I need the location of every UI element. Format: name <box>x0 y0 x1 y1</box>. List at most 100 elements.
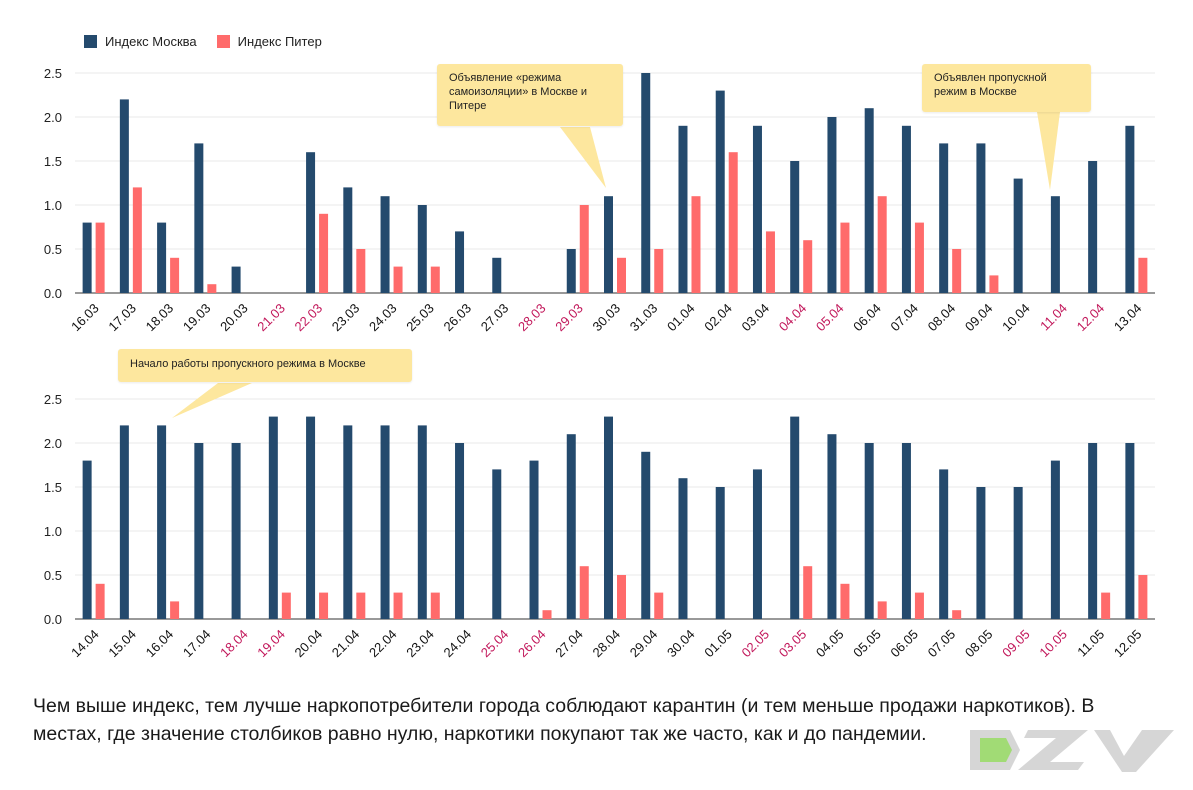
bar-moscow <box>1125 125 1135 293</box>
x-tick-label: 16.03 <box>68 301 102 335</box>
bar-moscow <box>752 125 762 293</box>
legend-item-piter: Индекс Питер <box>216 34 322 49</box>
legend-swatch-moscow <box>84 35 97 48</box>
bar-moscow <box>492 469 502 619</box>
bar-moscow <box>641 451 651 619</box>
bar-piter <box>877 601 887 619</box>
x-tick-label: 27.04 <box>552 627 586 661</box>
bar-moscow <box>380 196 390 293</box>
x-tick-label: 12.04 <box>1074 301 1108 335</box>
bar-moscow <box>119 99 129 294</box>
bar-piter <box>1101 592 1111 619</box>
bar-moscow <box>1088 443 1098 619</box>
x-tick-label: 10.05 <box>1036 627 1070 661</box>
y-tick-label: 2.5 <box>44 66 62 81</box>
bar-moscow <box>939 469 949 619</box>
bar-moscow <box>380 425 390 619</box>
x-tick-label: 01.05 <box>701 627 735 661</box>
bar-piter <box>728 152 738 293</box>
bar-moscow <box>604 416 613 619</box>
chart-caption: Чем выше индекс, тем лучше наркопотребит… <box>33 695 1095 745</box>
legend-swatch-piter <box>216 35 230 48</box>
x-tick-label: 01.04 <box>664 301 698 335</box>
bar-moscow <box>343 187 353 293</box>
bar-moscow <box>1088 161 1098 293</box>
bar-moscow <box>566 249 576 293</box>
x-tick-label: 03.05 <box>776 627 810 661</box>
x-tick-label: 19.03 <box>180 301 214 335</box>
x-tick-label: 03.04 <box>738 301 772 335</box>
x-tick-label: 28.04 <box>590 627 624 661</box>
x-tick-label: 02.04 <box>701 301 735 335</box>
x-tick-label: 26.03 <box>441 301 475 335</box>
x-tick-label: 08.05 <box>962 627 996 661</box>
bar-moscow <box>1013 487 1023 619</box>
x-tick-label: 30.03 <box>590 301 624 335</box>
x-tick-label: 31.03 <box>627 301 661 335</box>
bar-piter <box>803 240 813 293</box>
bar-piter <box>952 249 962 293</box>
bar-moscow <box>678 125 688 293</box>
bar-moscow <box>715 487 725 619</box>
bar-moscow <box>82 222 92 293</box>
bar-piter <box>356 249 366 293</box>
callout-self-isolation: Объявление «режима самоизоляции» в Москв… <box>437 64 623 126</box>
y-tick-label: 2.5 <box>44 392 62 407</box>
x-tick-label: 25.03 <box>403 301 437 335</box>
bar-piter <box>914 592 924 619</box>
bar-piter <box>170 257 180 293</box>
legend-item-moscow: Индекс Москва <box>84 34 197 49</box>
bar-moscow <box>417 425 427 619</box>
bar-moscow <box>417 205 427 293</box>
chart-legend: Индекс Москва Индекс Питер <box>84 34 322 49</box>
callout-pass-regime-announced: Объявлен пропускной режим в Москве <box>922 64 1091 112</box>
bar-piter <box>356 592 366 619</box>
bar-piter <box>542 610 552 619</box>
bar-piter <box>765 231 775 293</box>
bar-moscow <box>1050 460 1060 619</box>
bar-piter <box>1138 257 1148 293</box>
callout-pass-regime-start: Начало работы пропускного режима в Москв… <box>118 349 412 382</box>
x-tick-label: 28.03 <box>515 301 549 335</box>
bar-moscow <box>901 125 911 293</box>
bar-moscow <box>157 222 167 293</box>
bar-moscow <box>1125 443 1135 619</box>
bar-piter <box>170 601 180 619</box>
y-tick-label: 2.0 <box>44 110 62 125</box>
bar-piter <box>430 266 440 293</box>
bar-moscow <box>82 460 92 619</box>
x-tick-label: 07.04 <box>887 301 921 335</box>
x-tick-label: 24.03 <box>366 301 400 335</box>
bar-moscow <box>790 161 800 293</box>
bar-moscow <box>864 443 874 619</box>
x-tick-label: 10.04 <box>999 301 1033 335</box>
bar-moscow <box>455 231 465 293</box>
bar-piter <box>319 213 329 293</box>
bar-moscow <box>306 416 316 619</box>
bar-moscow <box>566 434 576 619</box>
bar-piter <box>579 566 589 619</box>
bar-moscow <box>306 152 316 293</box>
bar-piter <box>952 610 962 619</box>
x-tick-label: 07.05 <box>925 627 959 661</box>
bar-piter <box>691 196 701 293</box>
y-tick-label: 0.0 <box>44 612 62 627</box>
x-tick-label: 16.04 <box>143 627 177 661</box>
x-tick-label: 19.04 <box>254 627 288 661</box>
x-tick-label: 18.04 <box>217 627 251 661</box>
x-tick-label: 05.04 <box>813 301 847 335</box>
x-tick-label: 06.05 <box>887 627 921 661</box>
x-tick-label: 15.04 <box>105 627 139 661</box>
bar-piter <box>803 566 813 619</box>
x-tick-label: 18.03 <box>143 301 177 335</box>
bar-moscow <box>678 478 688 619</box>
x-tick-label: 25.04 <box>478 627 512 661</box>
bar-piter <box>617 257 626 293</box>
bar-moscow <box>194 143 204 293</box>
bar-piter <box>877 196 887 293</box>
x-tick-label: 04.05 <box>813 627 847 661</box>
bar-piter <box>654 592 664 619</box>
x-tick-label: 04.04 <box>776 301 810 335</box>
bar-moscow <box>604 196 613 293</box>
x-tick-label: 21.04 <box>329 627 363 661</box>
